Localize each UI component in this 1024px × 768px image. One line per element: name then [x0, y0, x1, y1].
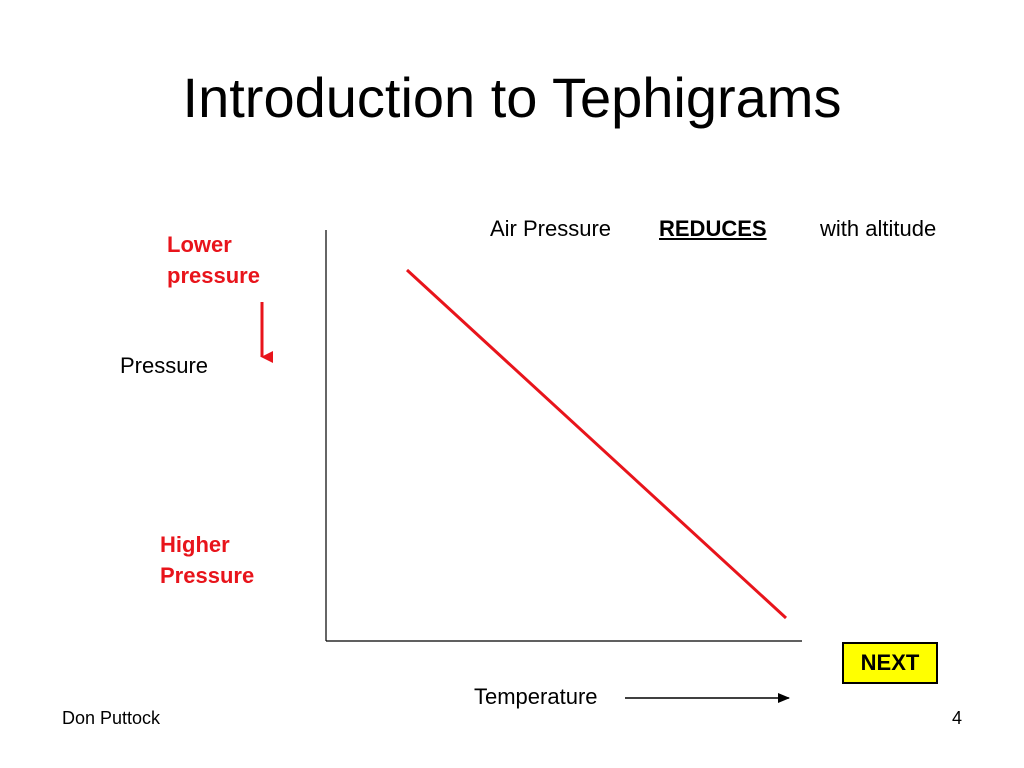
author-footer: Don Puttock — [62, 708, 161, 728]
y-axis-label: Pressure — [120, 353, 209, 378]
statement-suffix: with altitude — [820, 216, 937, 241]
next-button[interactable]: NEXT — [842, 642, 938, 684]
statement-emphasis: REDUCES — [659, 216, 767, 241]
higher-pressure-label: Higher Pressure — [160, 532, 255, 588]
x-axis-label: Temperature — [474, 684, 598, 709]
page-number: 4 — [952, 708, 963, 728]
pressure-altitude-line — [405, 268, 788, 620]
lower-pressure-label: Lower pressure — [167, 232, 260, 288]
slide-title: Introduction to Tephigrams — [182, 66, 842, 129]
statement-prefix: Air Pressure — [490, 216, 612, 241]
